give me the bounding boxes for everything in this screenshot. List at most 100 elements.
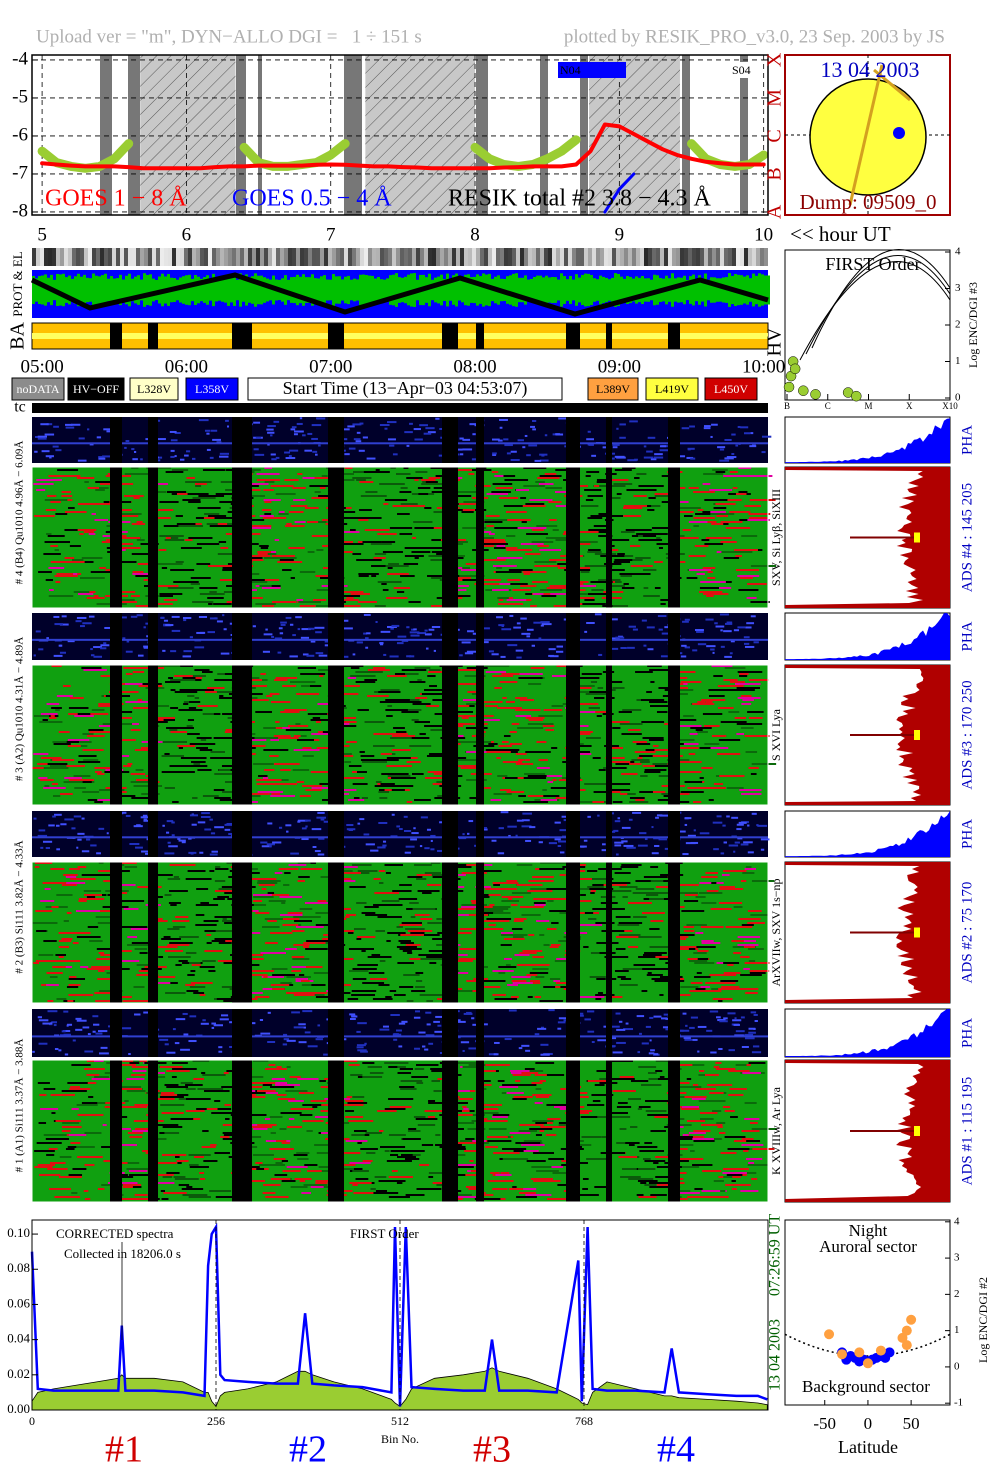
spectrogram-cell bbox=[187, 974, 195, 976]
spectrogram-cell bbox=[552, 779, 557, 781]
spectrogram-cell bbox=[346, 1096, 353, 1098]
spectrogram-cell bbox=[391, 777, 416, 779]
pha-speck bbox=[40, 423, 49, 426]
spectrogram-cell bbox=[274, 539, 280, 541]
legend-button bbox=[129, 377, 179, 401]
spectrogram-cell bbox=[251, 525, 272, 527]
spectrogram-cell bbox=[340, 473, 355, 475]
spectrogram-cell bbox=[415, 986, 425, 988]
spectrogram-cell bbox=[320, 1184, 328, 1186]
spectrogram-cell bbox=[576, 1106, 585, 1108]
spectrogram-cell bbox=[353, 1130, 367, 1132]
spectrogram-cell bbox=[56, 573, 82, 575]
spectrogram-cell bbox=[424, 1110, 443, 1112]
spectrogram-cell bbox=[49, 1162, 66, 1164]
spectrogram-cell bbox=[486, 493, 509, 495]
prot-cell bbox=[242, 278, 245, 302]
spectrogram-cell bbox=[420, 958, 446, 960]
spectrogram-cell bbox=[357, 870, 378, 872]
pha-speck bbox=[378, 821, 388, 824]
spectrogram-cell bbox=[264, 1118, 271, 1120]
pha-speck bbox=[254, 453, 265, 456]
prot-cell bbox=[137, 275, 140, 305]
pha-speck bbox=[387, 625, 397, 628]
spectrogram-cell bbox=[49, 717, 57, 719]
spectrogram-cell bbox=[645, 1110, 667, 1112]
prot-cell bbox=[398, 277, 401, 303]
spectrogram-cell bbox=[353, 1060, 358, 1062]
prot-cell bbox=[119, 274, 122, 306]
pha-speck bbox=[71, 423, 81, 426]
spectrogram-cell bbox=[174, 691, 198, 693]
prot-cell bbox=[761, 274, 764, 306]
x-tick-label: 8 bbox=[470, 224, 480, 245]
spectrogram-cell bbox=[348, 1120, 374, 1122]
spectrogram-cell bbox=[167, 928, 180, 930]
spectrogram-cell bbox=[376, 759, 399, 761]
legend-button-label: L389V bbox=[596, 382, 630, 396]
pha-speck bbox=[352, 653, 356, 656]
spectrogram-cell bbox=[125, 701, 150, 703]
spectrogram-cell bbox=[389, 785, 395, 787]
pha-speck bbox=[290, 428, 296, 431]
pha-speck bbox=[480, 627, 490, 630]
spectrogram-cell bbox=[673, 719, 697, 721]
spectrogram-cell bbox=[37, 1164, 56, 1166]
sun-dump: Dump: 09509_0 bbox=[799, 190, 936, 214]
pha-speck bbox=[522, 446, 526, 449]
spectrogram-cell bbox=[513, 1150, 525, 1152]
spectrogram-cell bbox=[208, 970, 216, 972]
spectrogram-cell bbox=[750, 773, 757, 775]
spectrogram-cell bbox=[387, 567, 393, 569]
pha-speck bbox=[743, 432, 751, 435]
pha-speck bbox=[200, 1022, 209, 1025]
pha-speck bbox=[756, 824, 759, 827]
spectrogram-cell bbox=[189, 962, 201, 964]
spectrogram-cell bbox=[534, 565, 560, 567]
spectrogram-cell bbox=[422, 1118, 438, 1120]
spectrogram-cell bbox=[595, 994, 610, 996]
spectrogram-cell bbox=[734, 717, 747, 719]
pha-speck bbox=[706, 1029, 713, 1032]
spectrogram-cell bbox=[736, 723, 763, 725]
spectrogram-cell bbox=[256, 779, 282, 781]
spectrogram-cell bbox=[192, 601, 214, 603]
spectrogram-cell bbox=[47, 1000, 54, 1002]
status-cell bbox=[368, 248, 372, 266]
pha-speck bbox=[587, 443, 591, 446]
spectrogram-cell bbox=[711, 735, 727, 737]
pha-speck bbox=[54, 1047, 59, 1050]
spectrogram-gap bbox=[606, 665, 612, 805]
spectrogram-cell bbox=[414, 527, 430, 529]
prot-cell bbox=[269, 279, 272, 301]
spectrogram-cell bbox=[384, 864, 403, 866]
spectrogram-cell bbox=[222, 1132, 238, 1134]
spectrogram-cell bbox=[36, 930, 47, 932]
spectrogram-cell bbox=[425, 481, 438, 483]
spectrogram-cell bbox=[298, 601, 321, 603]
pha-speck bbox=[637, 844, 648, 847]
spectrogram-gap bbox=[110, 862, 122, 1003]
pha-speck bbox=[559, 851, 565, 854]
spectrogram-cell bbox=[33, 753, 49, 755]
spectrogram-cell bbox=[428, 1100, 436, 1102]
spectrogram-cell bbox=[407, 930, 433, 932]
pha-speck bbox=[516, 622, 521, 625]
status-cell bbox=[756, 248, 760, 266]
spectrogram-cell bbox=[515, 709, 541, 711]
spectrogram-cell bbox=[430, 559, 453, 561]
spectrogram-cell bbox=[658, 547, 663, 549]
spectrogram-cell bbox=[120, 960, 140, 962]
ba-gap bbox=[606, 323, 612, 349]
spectrogram-cell bbox=[76, 477, 95, 479]
pha-speck bbox=[201, 812, 210, 815]
sun-arrow bbox=[873, 68, 911, 102]
pha-speck bbox=[33, 654, 36, 657]
spectrogram-cell bbox=[58, 956, 64, 958]
spectrogram-cell bbox=[293, 994, 315, 996]
spectrogram-cell bbox=[350, 593, 370, 595]
spectrogram-cell bbox=[52, 759, 75, 761]
pha-speck bbox=[583, 839, 588, 842]
spectrogram-cell bbox=[384, 1108, 406, 1110]
prot-cell bbox=[641, 275, 644, 305]
